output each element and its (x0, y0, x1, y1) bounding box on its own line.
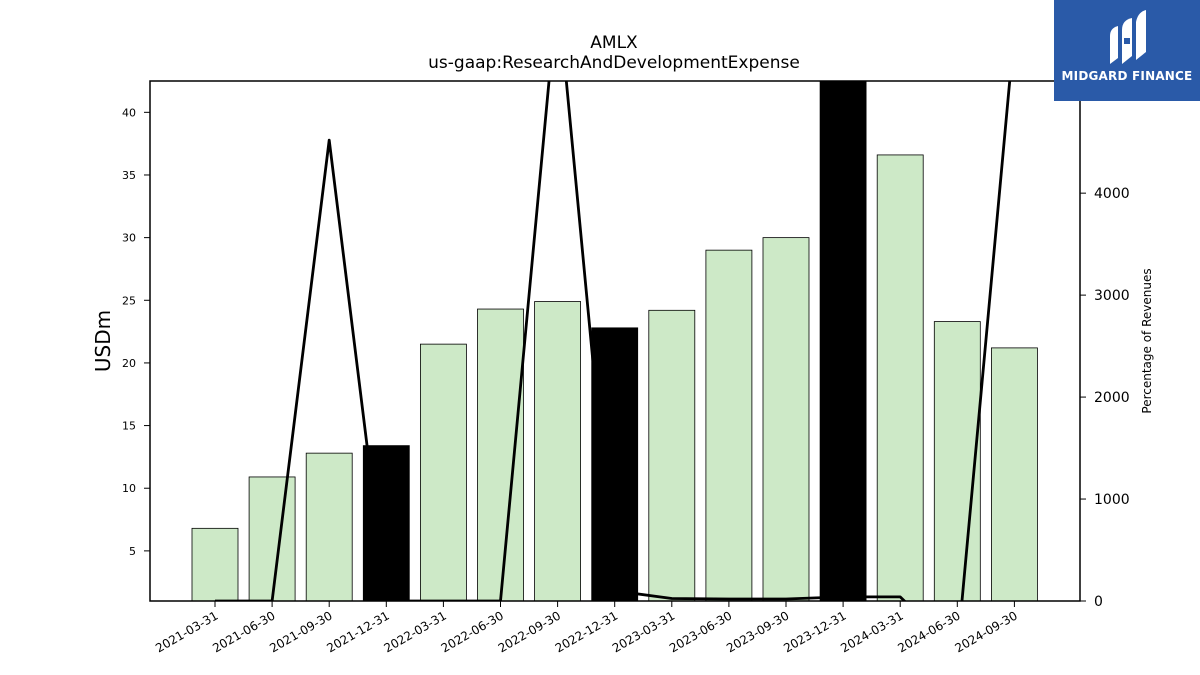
brand-logo: MIDGARD FINANCE (1054, 0, 1200, 101)
x-tick-label: 2022-06-30 (439, 608, 506, 655)
y-axis-right: 0 1000 2000 3000 4000 (1080, 186, 1130, 610)
y-tick-label: 30 (122, 232, 136, 245)
bar-2021-03-31 (191, 527, 239, 601)
y2-tick-label: 0 (1094, 594, 1103, 610)
bar-2023-06-30 (705, 249, 753, 601)
bar-2024-06-30 (933, 321, 981, 601)
chart-subtitle: us-gaap:ResearchAndDevelopmentExpense (428, 53, 800, 73)
x-tick-label: 2023-06-30 (667, 608, 734, 655)
x-tick-label: 2023-12-31 (781, 608, 848, 655)
y-tick-label: 20 (122, 357, 136, 370)
brand-name: MIDGARD FINANCE (1061, 69, 1193, 83)
bar-2021-06-30 (248, 476, 296, 601)
x-tick-label: 2024-06-30 (895, 608, 962, 655)
y-tick-label: 15 (122, 420, 136, 433)
bars-layer (191, 81, 1038, 601)
y2-tick-label: 4000 (1094, 186, 1130, 202)
y-axis-label: USDm (91, 310, 115, 372)
x-tick-label: 2023-09-30 (724, 608, 791, 655)
bar-2023-12-31 (819, 81, 867, 601)
x-axis: 2021-03-312021-06-302021-09-302021-12-31… (153, 601, 1020, 655)
bar-2022-09-30 (534, 301, 581, 601)
x-tick-label: 2022-12-31 (553, 608, 620, 655)
percentage-line (215, 81, 1012, 601)
x-tick-label: 2024-03-31 (838, 608, 905, 655)
x-tick-label: 2021-06-30 (210, 608, 277, 655)
x-tick-label: 2021-03-31 (153, 608, 220, 655)
y-tick-label: 25 (122, 294, 136, 307)
y2-tick-label: 3000 (1094, 288, 1130, 304)
bar-2022-06-30 (477, 308, 524, 601)
bar-2023-09-30 (762, 237, 810, 601)
y-tick-label: 35 (122, 169, 136, 182)
x-tick-label: 2021-12-31 (324, 608, 391, 655)
bar-2024-09-30 (991, 347, 1038, 601)
y-tick-label: 5 (129, 545, 136, 558)
bar-2021-09-30 (305, 452, 353, 601)
bar-2022-12-31 (591, 327, 639, 601)
y-axis-right-label: Percentage of Revenues (1140, 268, 1154, 413)
x-tick-label: 2022-03-31 (381, 608, 448, 655)
x-tick-label: 2021-09-30 (267, 608, 334, 655)
bar-2023-03-31 (648, 309, 696, 601)
x-tick-label: 2023-03-31 (610, 608, 677, 655)
x-tick-label: 2024-09-30 (952, 608, 1019, 655)
line-layer (215, 81, 1012, 601)
y-tick-label: 40 (122, 106, 136, 119)
chart-title: AMLX (590, 33, 638, 53)
bar-2024-03-31 (876, 154, 924, 601)
y2-tick-label: 2000 (1094, 390, 1130, 406)
y2-tick-label: 1000 (1094, 492, 1130, 508)
x-tick-label: 2022-09-30 (496, 608, 563, 655)
midgard-logo-icon (1110, 10, 1146, 64)
y-axis-left: 5 10 15 20 25 30 35 40 (122, 106, 150, 558)
y-tick-label: 10 (122, 482, 136, 495)
bar-2022-03-31 (419, 343, 467, 601)
